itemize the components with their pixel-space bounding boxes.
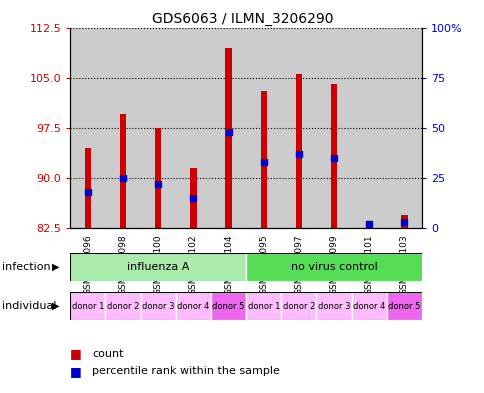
Bar [386, 292, 421, 320]
Bar [120, 114, 126, 228]
Text: individual: individual [2, 301, 57, 311]
Bar [351, 28, 386, 228]
Text: donor 3: donor 3 [317, 302, 349, 310]
Bar [140, 292, 175, 320]
Bar [155, 128, 161, 228]
Bar [260, 91, 266, 228]
Bar [245, 28, 281, 228]
Text: ■: ■ [70, 347, 82, 360]
Bar [365, 221, 372, 228]
Text: donor 3: donor 3 [142, 302, 174, 310]
Text: no virus control: no virus control [290, 262, 377, 272]
Bar [351, 292, 386, 320]
Text: GDS6063 / ILMN_3206290: GDS6063 / ILMN_3206290 [151, 12, 333, 26]
Bar [70, 28, 105, 228]
Bar [386, 28, 421, 228]
Bar [175, 292, 211, 320]
Text: donor 4: donor 4 [352, 302, 385, 310]
Text: donor 4: donor 4 [177, 302, 209, 310]
Text: donor 1: donor 1 [247, 302, 279, 310]
Text: influenza A: influenza A [127, 262, 189, 272]
Bar [105, 28, 140, 228]
Bar [211, 292, 245, 320]
Bar [245, 292, 281, 320]
Bar [316, 292, 351, 320]
Bar [190, 168, 196, 228]
Text: donor 5: donor 5 [387, 302, 420, 310]
Bar [105, 292, 140, 320]
Bar [281, 28, 316, 228]
Text: infection: infection [2, 262, 51, 272]
Bar [245, 253, 421, 281]
Bar [316, 28, 351, 228]
Text: percentile rank within the sample: percentile rank within the sample [92, 366, 279, 376]
Text: ▶: ▶ [52, 301, 60, 311]
Bar [211, 28, 245, 228]
Text: donor 2: donor 2 [282, 302, 315, 310]
Text: ■: ■ [70, 365, 82, 378]
Bar [400, 215, 407, 228]
Bar [225, 48, 231, 228]
Text: donor 1: donor 1 [72, 302, 104, 310]
Bar [140, 28, 175, 228]
Bar [70, 292, 105, 320]
Bar [70, 253, 245, 281]
Text: donor 2: donor 2 [106, 302, 139, 310]
Text: donor 5: donor 5 [212, 302, 244, 310]
Bar [85, 148, 91, 228]
Bar [175, 28, 211, 228]
Text: ▶: ▶ [52, 262, 60, 272]
Bar [281, 292, 316, 320]
Bar [330, 84, 336, 228]
Bar [295, 74, 302, 228]
Text: count: count [92, 349, 123, 359]
